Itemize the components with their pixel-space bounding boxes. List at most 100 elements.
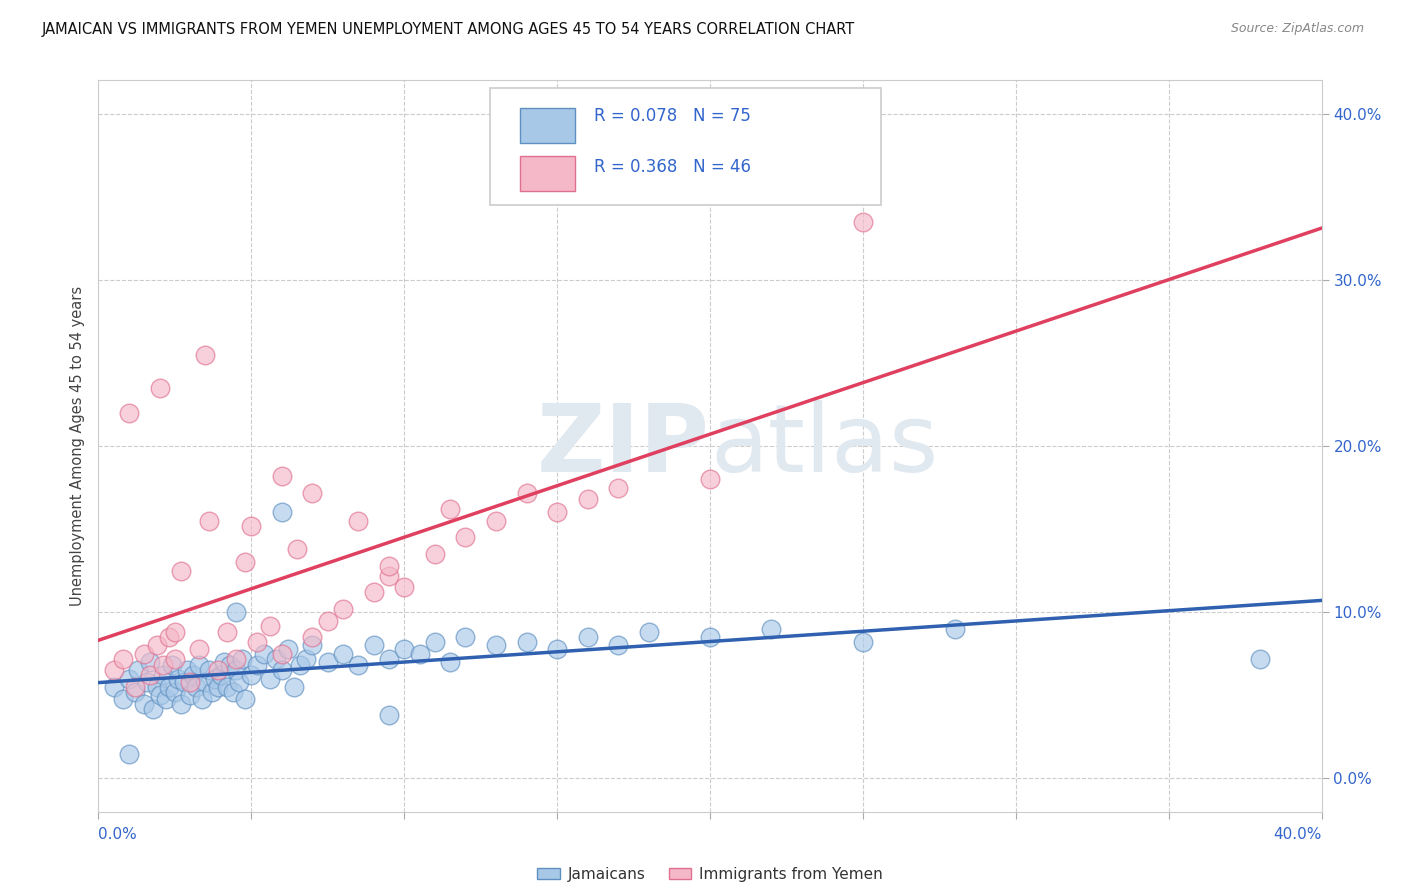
Point (170, 564, 193, 578)
Point (163, 652, 186, 666)
Point (225, 605, 247, 619)
FancyBboxPatch shape (520, 108, 575, 143)
Point (285, 542, 308, 557)
Point (222, 685, 245, 699)
Point (454, 630, 477, 644)
Point (439, 502, 461, 516)
Point (136, 675, 159, 690)
Point (149, 381, 172, 395)
Point (215, 625, 238, 640)
Point (240, 518, 263, 533)
Point (163, 625, 186, 640)
Text: 0.0%: 0.0% (98, 827, 138, 841)
Point (378, 652, 401, 666)
Point (152, 668, 174, 682)
Point (408, 647, 430, 661)
Point (219, 658, 242, 673)
Point (176, 664, 198, 678)
Point (118, 406, 141, 420)
Point (637, 625, 661, 640)
Point (485, 514, 508, 528)
Point (225, 664, 247, 678)
Text: 40.0%: 40.0% (1274, 827, 1322, 841)
Point (316, 655, 339, 669)
Point (215, 680, 238, 694)
Text: JAMAICAN VS IMMIGRANTS FROM YEMEN UNEMPLOYMENT AMONG AGES 45 TO 54 YEARS CORRELA: JAMAICAN VS IMMIGRANTS FROM YEMEN UNEMPL… (42, 22, 855, 37)
Point (516, 635, 538, 649)
Point (188, 658, 211, 673)
Point (259, 672, 281, 686)
Point (246, 658, 269, 673)
Text: ZIP: ZIP (537, 400, 710, 492)
Point (316, 614, 339, 628)
Point (378, 568, 401, 582)
Point (124, 685, 146, 699)
Point (103, 664, 125, 678)
Point (576, 492, 599, 507)
Point (204, 672, 226, 686)
Point (139, 668, 162, 682)
Point (197, 514, 219, 528)
Point (392, 580, 416, 594)
Point (139, 655, 162, 669)
Point (301, 485, 323, 500)
Point (191, 691, 214, 706)
Point (363, 585, 385, 599)
Point (181, 668, 204, 682)
Point (1249, 652, 1271, 666)
Point (270, 647, 292, 661)
Point (163, 685, 186, 699)
FancyBboxPatch shape (520, 156, 575, 191)
Point (170, 697, 193, 711)
Point (485, 639, 508, 653)
Point (207, 664, 229, 678)
Point (423, 547, 446, 561)
Text: R = 0.368   N = 46: R = 0.368 N = 46 (593, 158, 751, 176)
Point (516, 485, 538, 500)
Point (228, 675, 250, 690)
Point (157, 680, 180, 694)
Point (188, 641, 211, 656)
Point (576, 630, 599, 644)
Point (259, 618, 281, 632)
Point (160, 658, 183, 673)
Point (943, 622, 966, 636)
Point (246, 635, 269, 649)
Point (301, 630, 323, 644)
Point (197, 664, 219, 678)
Point (111, 652, 134, 666)
Point (127, 664, 149, 678)
Point (212, 655, 235, 669)
Point (186, 680, 208, 694)
Point (852, 214, 875, 228)
Y-axis label: Unemployment Among Ages 45 to 54 years: Unemployment Among Ages 45 to 54 years (69, 286, 84, 606)
Point (103, 680, 125, 694)
Point (118, 747, 141, 761)
Text: atlas: atlas (710, 400, 938, 492)
Point (209, 668, 232, 682)
Point (283, 680, 305, 694)
Text: R = 0.078   N = 75: R = 0.078 N = 75 (593, 107, 751, 126)
Point (233, 555, 256, 569)
Point (124, 680, 146, 694)
Point (454, 530, 477, 544)
Point (852, 635, 875, 649)
Point (270, 469, 292, 483)
Point (157, 630, 180, 644)
Point (290, 658, 312, 673)
Point (231, 652, 253, 666)
Point (233, 691, 256, 706)
Point (347, 514, 370, 528)
Point (295, 652, 318, 666)
Point (179, 689, 201, 703)
Point (439, 655, 461, 669)
Point (134, 647, 156, 661)
Point (546, 641, 568, 656)
FancyBboxPatch shape (489, 87, 882, 204)
Point (378, 558, 401, 573)
Point (111, 691, 134, 706)
Point (149, 689, 172, 703)
Point (347, 658, 370, 673)
Point (155, 691, 177, 706)
Point (207, 680, 229, 694)
